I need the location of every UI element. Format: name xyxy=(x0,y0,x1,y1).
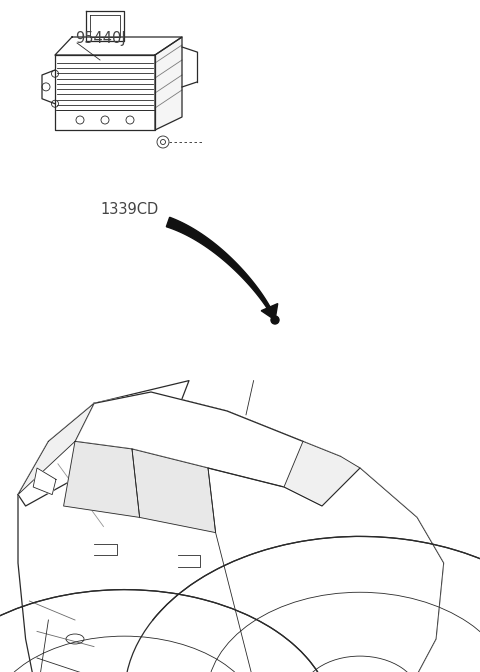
Polygon shape xyxy=(167,217,276,321)
Polygon shape xyxy=(208,468,444,672)
Polygon shape xyxy=(75,392,341,487)
Polygon shape xyxy=(261,304,278,320)
Circle shape xyxy=(271,316,279,324)
Polygon shape xyxy=(55,37,182,55)
Polygon shape xyxy=(18,392,444,672)
Text: 1339CD: 1339CD xyxy=(101,202,159,218)
Polygon shape xyxy=(55,55,155,130)
Polygon shape xyxy=(155,37,182,130)
Polygon shape xyxy=(284,442,360,506)
Polygon shape xyxy=(63,442,140,517)
Polygon shape xyxy=(18,403,94,495)
Polygon shape xyxy=(132,449,216,533)
Polygon shape xyxy=(33,468,56,495)
Polygon shape xyxy=(18,380,189,506)
Text: 95440J: 95440J xyxy=(75,30,126,46)
